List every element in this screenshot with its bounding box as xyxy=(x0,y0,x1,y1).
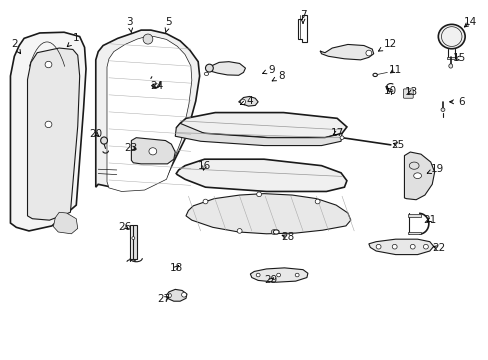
Text: 3: 3 xyxy=(126,17,133,33)
Ellipse shape xyxy=(256,192,261,197)
Text: 14: 14 xyxy=(463,17,476,27)
Text: 9: 9 xyxy=(262,64,275,75)
Polygon shape xyxy=(407,215,420,217)
Polygon shape xyxy=(407,231,420,234)
Text: 29: 29 xyxy=(264,275,277,285)
Text: 27: 27 xyxy=(157,294,170,304)
Text: 4: 4 xyxy=(240,96,252,106)
Polygon shape xyxy=(320,44,373,60)
Ellipse shape xyxy=(437,24,464,49)
Ellipse shape xyxy=(440,108,444,112)
FancyBboxPatch shape xyxy=(403,89,412,98)
Ellipse shape xyxy=(181,292,186,297)
Text: 12: 12 xyxy=(378,39,397,51)
Text: 11: 11 xyxy=(388,64,402,75)
Ellipse shape xyxy=(295,273,299,277)
Text: 16: 16 xyxy=(198,161,211,171)
Text: 24: 24 xyxy=(150,81,163,91)
Polygon shape xyxy=(107,37,191,192)
Polygon shape xyxy=(176,159,346,192)
Ellipse shape xyxy=(315,199,320,204)
Polygon shape xyxy=(96,30,199,188)
Ellipse shape xyxy=(273,230,279,234)
Ellipse shape xyxy=(204,72,208,76)
Ellipse shape xyxy=(409,244,414,249)
Text: 23: 23 xyxy=(124,143,138,153)
Ellipse shape xyxy=(413,173,421,179)
Text: 17: 17 xyxy=(330,128,343,138)
Polygon shape xyxy=(176,113,346,138)
Polygon shape xyxy=(185,194,350,234)
Ellipse shape xyxy=(101,137,107,144)
Ellipse shape xyxy=(237,229,242,233)
Text: 7: 7 xyxy=(299,10,305,23)
Polygon shape xyxy=(447,57,455,59)
Text: 15: 15 xyxy=(451,53,465,63)
Ellipse shape xyxy=(372,73,377,77)
Ellipse shape xyxy=(276,273,280,277)
Text: 25: 25 xyxy=(391,140,404,150)
Ellipse shape xyxy=(143,34,153,44)
Ellipse shape xyxy=(45,61,52,68)
Ellipse shape xyxy=(256,273,260,277)
Text: 6: 6 xyxy=(449,97,464,107)
Text: 28: 28 xyxy=(280,232,293,242)
Polygon shape xyxy=(404,152,434,200)
Ellipse shape xyxy=(132,237,135,239)
Ellipse shape xyxy=(448,64,452,68)
Ellipse shape xyxy=(391,244,396,249)
Polygon shape xyxy=(250,268,307,282)
Ellipse shape xyxy=(423,244,427,249)
Ellipse shape xyxy=(240,99,245,104)
Ellipse shape xyxy=(205,64,213,72)
Ellipse shape xyxy=(166,293,171,298)
Text: 20: 20 xyxy=(89,129,102,139)
Polygon shape xyxy=(130,225,133,259)
Text: 18: 18 xyxy=(169,263,183,273)
Ellipse shape xyxy=(339,136,343,139)
Polygon shape xyxy=(368,239,433,255)
Text: 8: 8 xyxy=(271,71,284,81)
Polygon shape xyxy=(210,62,245,75)
Ellipse shape xyxy=(149,148,157,155)
Text: 21: 21 xyxy=(422,215,435,225)
Text: 13: 13 xyxy=(404,87,418,97)
Polygon shape xyxy=(133,225,137,259)
Ellipse shape xyxy=(365,50,371,56)
Text: 22: 22 xyxy=(431,243,444,253)
Ellipse shape xyxy=(45,121,52,128)
Ellipse shape xyxy=(375,244,380,249)
Polygon shape xyxy=(175,123,341,145)
Text: 26: 26 xyxy=(118,222,131,231)
Polygon shape xyxy=(53,212,78,234)
Text: 2: 2 xyxy=(11,40,20,54)
Text: 10: 10 xyxy=(384,86,397,96)
Polygon shape xyxy=(238,96,258,106)
Polygon shape xyxy=(166,289,186,301)
Polygon shape xyxy=(10,32,86,231)
Text: 19: 19 xyxy=(427,164,443,174)
Ellipse shape xyxy=(203,199,207,204)
Polygon shape xyxy=(131,138,175,164)
Text: 1: 1 xyxy=(67,33,80,47)
Polygon shape xyxy=(27,48,80,220)
Text: 5: 5 xyxy=(165,17,172,33)
Ellipse shape xyxy=(271,230,276,234)
Polygon shape xyxy=(298,15,306,42)
